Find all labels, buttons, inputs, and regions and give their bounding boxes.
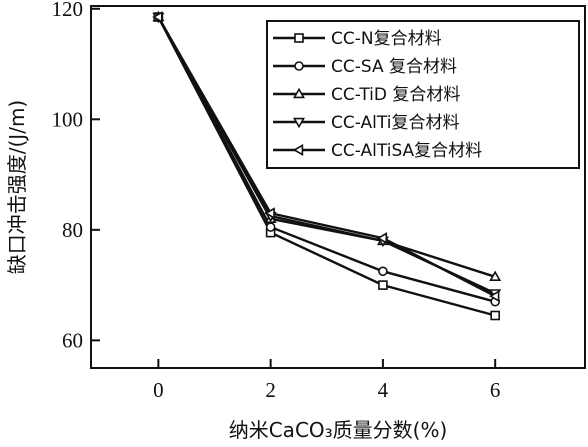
legend-label-3: CC-TiD 复合材料 xyxy=(331,85,460,105)
series-2-point-2 xyxy=(265,222,276,232)
legend-label-1: CC-N复合材料 xyxy=(331,29,442,49)
y-tick-label-100: 100 xyxy=(52,107,84,131)
series-3-point-6 xyxy=(489,270,502,282)
series-5-point-0 xyxy=(152,11,163,24)
series-2-point-4 xyxy=(378,266,388,277)
legend-label-5: CC-AlTiSA复合材料 xyxy=(331,141,482,161)
plot-frame xyxy=(90,5,586,369)
legend-marker-3 xyxy=(293,87,305,99)
series-5-point-4 xyxy=(376,232,388,245)
x-tick-label-4: 4 xyxy=(378,378,389,402)
legend: CC-N复合材料 CC-SA 复合材料 CC-TiD 复合材料 CC-AlTi复合材料… xyxy=(266,20,580,169)
y-tick-label-60: 60 xyxy=(62,328,83,352)
series-1-point-6 xyxy=(490,310,500,321)
series-line-5 xyxy=(157,16,496,298)
legend-marker-2 xyxy=(294,61,304,71)
legend-marker-5 xyxy=(292,144,304,156)
x-tick-label-0: 0 xyxy=(153,378,164,402)
legend-label-4: CC-AlTi复合材料 xyxy=(331,113,459,133)
series-5-point-2 xyxy=(264,207,275,220)
legend-marker-1 xyxy=(294,33,304,43)
x-axis-title: 纳米CaCO₃质量分数(%) xyxy=(229,418,448,442)
series-lines xyxy=(157,16,496,317)
legend-label-2: CC-SA 复合材料 xyxy=(331,57,457,77)
y-axis-title: 缺口冲击强度/(J/m) xyxy=(5,100,29,274)
series-1-point-4 xyxy=(378,280,388,290)
series-line-1 xyxy=(157,16,496,317)
series-5-point-6 xyxy=(488,290,500,303)
legend-marker-4 xyxy=(293,117,305,129)
series-markers xyxy=(152,10,502,321)
axis-ticks: 60 80 100 120 0 2 4 6 xyxy=(52,0,501,402)
y-tick-label-120: 120 xyxy=(52,0,84,21)
x-tick-label-6: 6 xyxy=(490,378,501,402)
series-line-2 xyxy=(157,16,496,303)
y-tick-label-80: 80 xyxy=(62,218,83,242)
x-tick-label-2: 2 xyxy=(265,378,276,402)
